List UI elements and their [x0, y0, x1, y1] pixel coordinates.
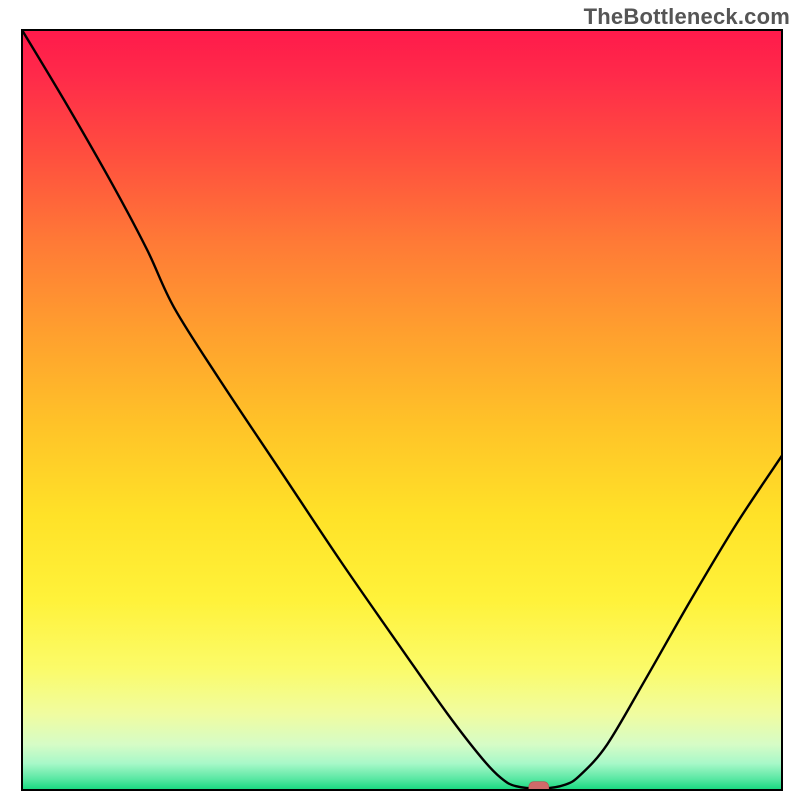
- optimal-marker: [529, 782, 549, 794]
- bottleneck-chart: [0, 0, 800, 800]
- chart-background: [22, 30, 782, 790]
- watermark-text: TheBottleneck.com: [584, 4, 790, 30]
